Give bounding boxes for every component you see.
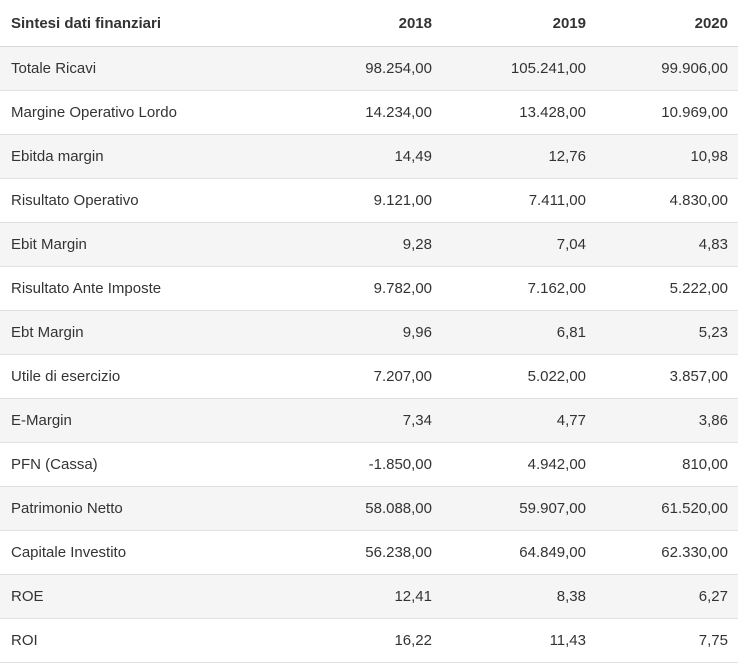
header-row: Sintesi dati finanziari 2018 2019 2020 [0,0,738,47]
table-row: Risultato Operativo 9.121,00 7.411,00 4.830… [0,178,738,223]
row-value: 3,86 [596,398,738,443]
row-value: 10.969,00 [596,90,738,135]
row-value: 14,49 [287,134,442,179]
row-value: 59.907,00 [442,486,596,531]
row-label: Ebt Margin [0,310,287,355]
row-label: E-Margin [0,398,287,443]
row-value: 12,76 [442,134,596,179]
row-value: 7.207,00 [287,354,442,399]
table-row: Margine Operativo Lordo 14.234,00 13.428,0… [0,90,738,135]
row-label: ROE [0,574,287,619]
row-value: 56.238,00 [287,530,442,575]
row-value: 810,00 [596,442,738,487]
row-label: Ebit Margin [0,222,287,267]
financial-summary-container: Sintesi dati finanziari 2018 2019 2020 T… [0,0,738,663]
table-row: Totale Ricavi 98.254,00 105.241,00 99.906,0… [0,46,738,91]
row-value: 99.906,00 [596,46,738,91]
header-year-2019: 2019 [442,0,596,47]
row-value: 58.088,00 [287,486,442,531]
row-value: 8,38 [442,574,596,619]
table-body: Totale Ricavi 98.254,00 105.241,00 99.906,0… [0,46,738,663]
row-value: 7.162,00 [442,266,596,311]
row-value: 4.942,00 [442,442,596,487]
row-value: 6,27 [596,574,738,619]
row-label: Patrimonio Netto [0,486,287,531]
row-value: 9,28 [287,222,442,267]
row-label: Capitale Investito [0,530,287,575]
row-value: 4.830,00 [596,178,738,223]
row-value: 13.428,00 [442,90,596,135]
row-value: 9,96 [287,310,442,355]
table-row: Ebitda margin 14,49 12,76 10,98 [0,134,738,179]
table-row: Ebit Margin 9,28 7,04 4,83 [0,222,738,267]
financial-summary-table: Sintesi dati finanziari 2018 2019 2020 T… [0,0,738,663]
table-row: PFN (Cassa) -1.850,00 4.942,00 810,00 [0,442,738,487]
table-row: Risultato Ante Imposte 9.782,00 7.162,00 5.… [0,266,738,311]
row-value: 98.254,00 [287,46,442,91]
table-row: ROI 16,22 11,43 7,75 [0,618,738,663]
table-header: Sintesi dati finanziari 2018 2019 2020 [0,0,738,47]
row-label: Totale Ricavi [0,46,287,91]
row-value: 10,98 [596,134,738,179]
row-value: 62.330,00 [596,530,738,575]
table-row: Ebt Margin 9,96 6,81 5,23 [0,310,738,355]
row-value: 14.234,00 [287,90,442,135]
row-label: Utile di esercizio [0,354,287,399]
row-value: 7,34 [287,398,442,443]
table-row: Utile di esercizio 7.207,00 5.022,00 3.857,… [0,354,738,399]
table-row: E-Margin 7,34 4,77 3,86 [0,398,738,443]
header-year-2018: 2018 [287,0,442,47]
row-value: 61.520,00 [596,486,738,531]
row-value: 105.241,00 [442,46,596,91]
row-value: 7,04 [442,222,596,267]
row-value: 11,43 [442,618,596,663]
row-value: 7,75 [596,618,738,663]
row-value: 4,83 [596,222,738,267]
table-row: Patrimonio Netto 58.088,00 59.907,00 61.520… [0,486,738,531]
row-value: 64.849,00 [442,530,596,575]
row-value: 12,41 [287,574,442,619]
row-value: 16,22 [287,618,442,663]
row-value: -1.850,00 [287,442,442,487]
row-label: Ebitda margin [0,134,287,179]
header-title: Sintesi dati finanziari [0,0,287,47]
row-label: PFN (Cassa) [0,442,287,487]
row-value: 5,23 [596,310,738,355]
row-value: 5.022,00 [442,354,596,399]
row-label: Margine Operativo Lordo [0,90,287,135]
row-value: 3.857,00 [596,354,738,399]
table-row: Capitale Investito 56.238,00 64.849,00 62.3… [0,530,738,575]
row-value: 6,81 [442,310,596,355]
row-label: Risultato Ante Imposte [0,266,287,311]
table-row: ROE 12,41 8,38 6,27 [0,574,738,619]
row-label: ROI [0,618,287,663]
row-value: 4,77 [442,398,596,443]
row-label: Risultato Operativo [0,178,287,223]
row-value: 9.121,00 [287,178,442,223]
header-year-2020: 2020 [596,0,738,47]
row-value: 9.782,00 [287,266,442,311]
row-value: 5.222,00 [596,266,738,311]
row-value: 7.411,00 [442,178,596,223]
